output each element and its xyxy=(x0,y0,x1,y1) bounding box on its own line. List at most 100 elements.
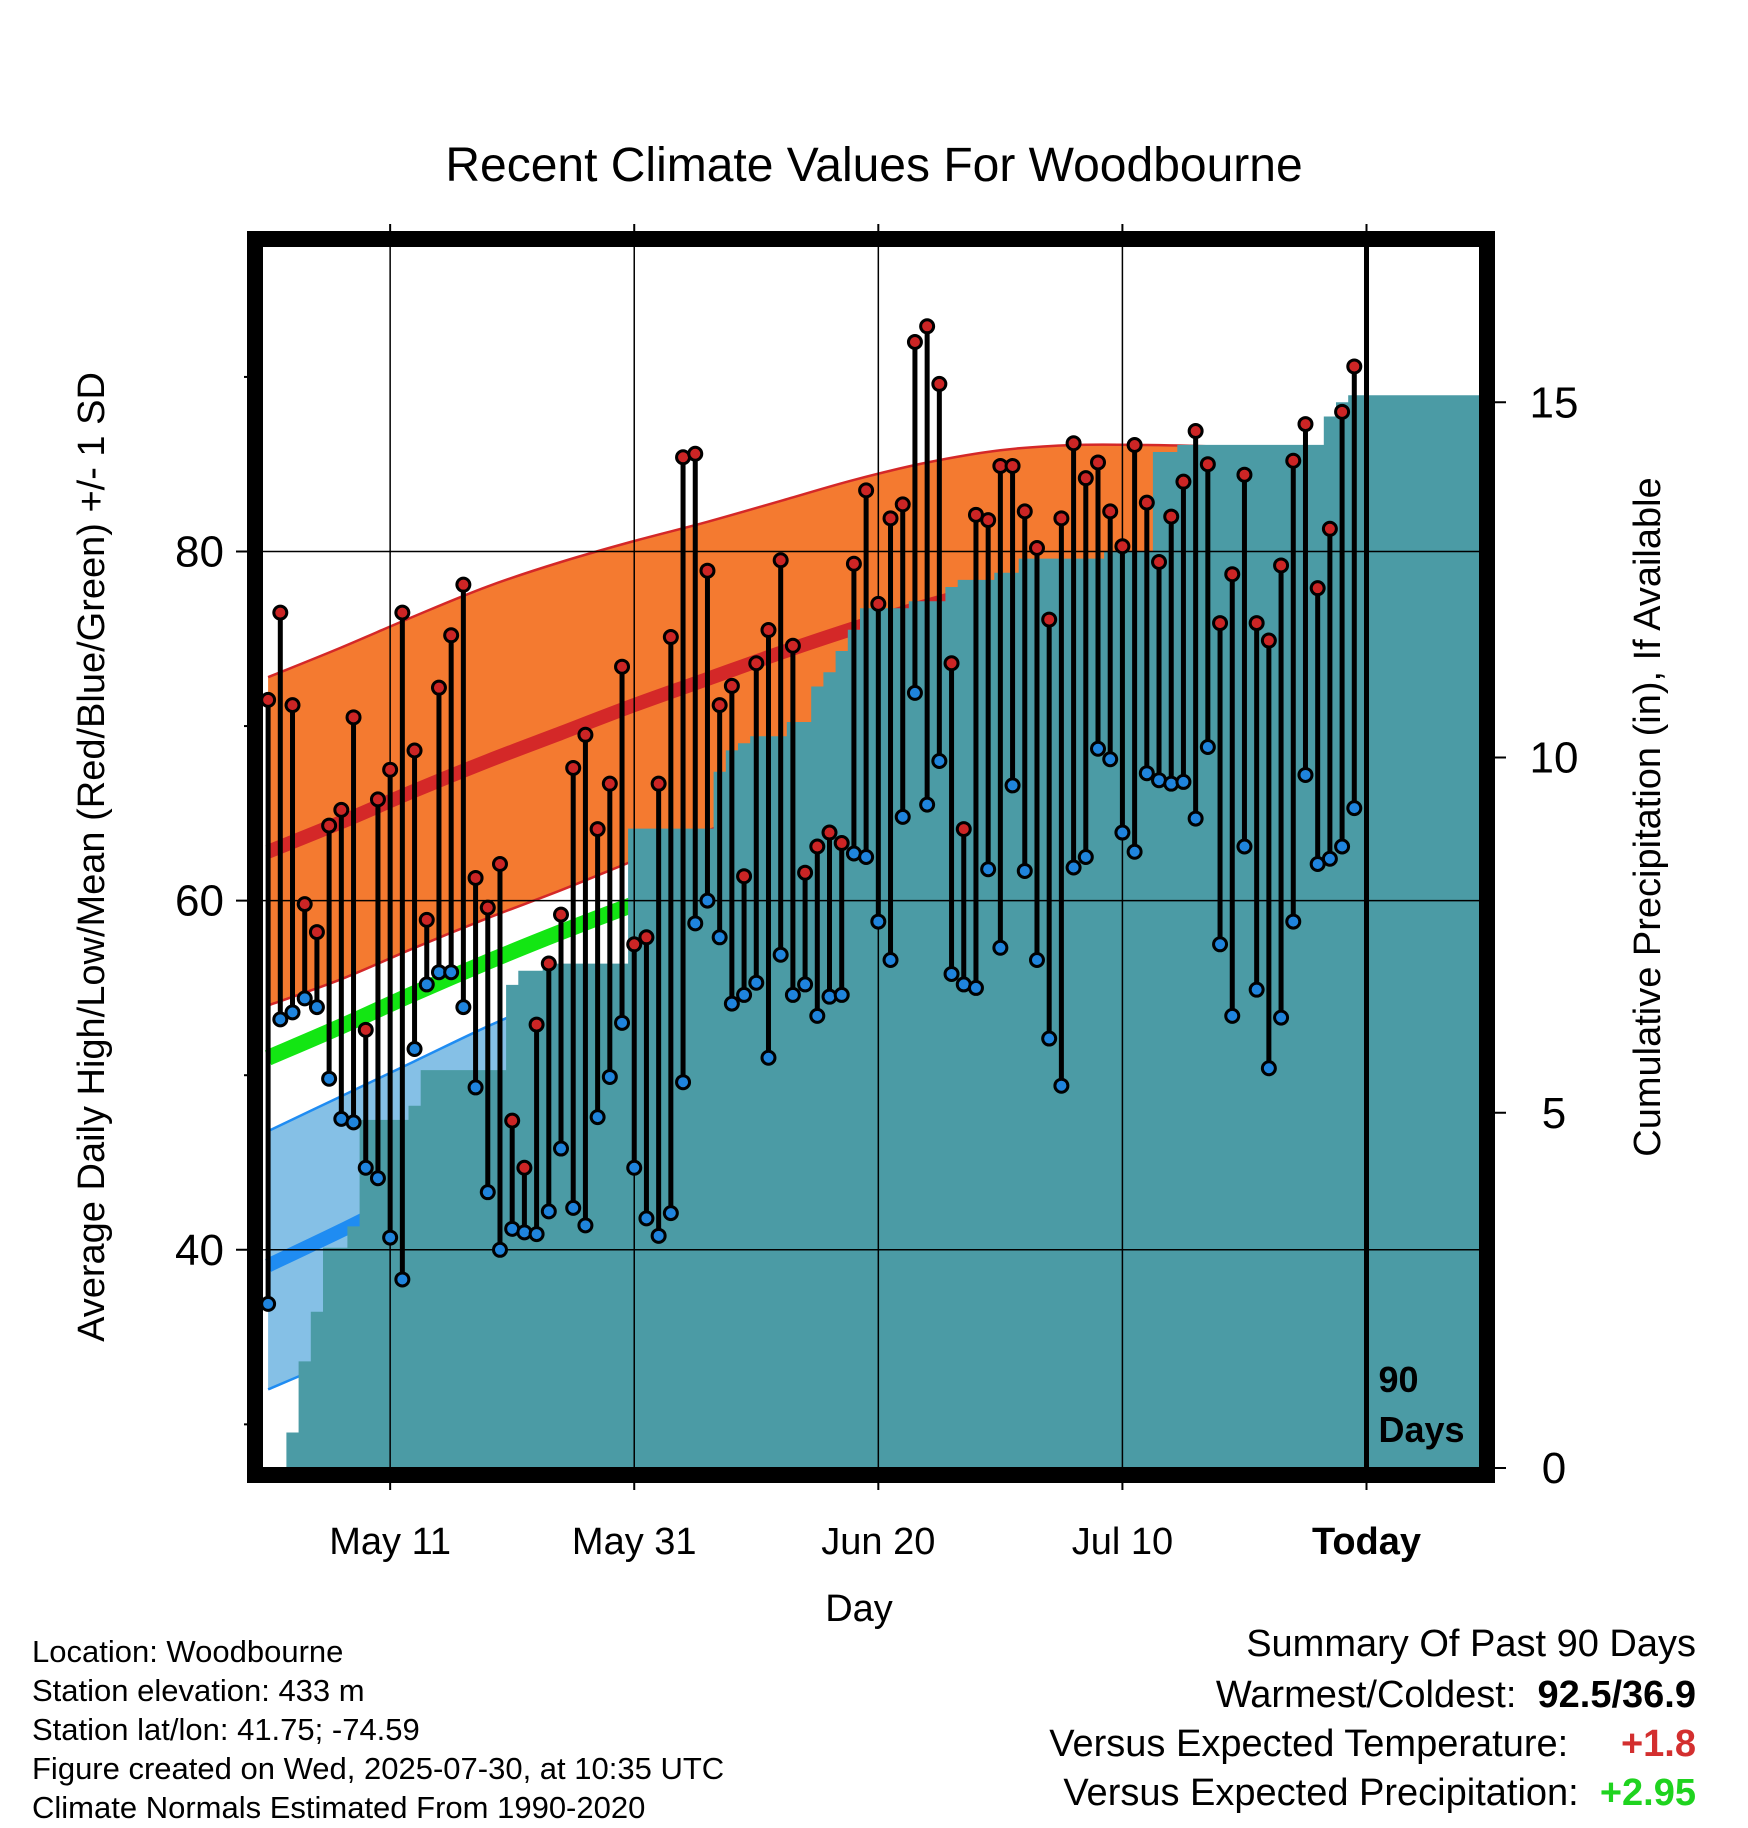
warmest-value: 92.5/36.9 xyxy=(1537,1674,1696,1716)
summary-warmest: Warmest/Coldest: 92.5/36.9 xyxy=(1216,1671,1696,1720)
daily-low-point xyxy=(601,1068,618,1085)
daily-low-point xyxy=(723,995,740,1012)
daily-high-point xyxy=(1346,358,1363,375)
daily-high-point xyxy=(1016,503,1033,520)
daily-low-point xyxy=(296,990,313,1007)
daily-low-point xyxy=(540,1203,557,1220)
daily-high-point xyxy=(1309,580,1326,597)
daily-high-point xyxy=(357,1021,374,1038)
daily-high-point xyxy=(699,562,716,579)
daily-high-point xyxy=(723,677,740,694)
daily-high-point xyxy=(687,445,704,462)
daily-high-point xyxy=(736,868,753,885)
daily-low-point xyxy=(1028,951,1045,968)
x-axis-label: Day xyxy=(825,1588,893,1630)
daily-high-point xyxy=(1065,435,1082,452)
y-right-tick-label: 5 xyxy=(1542,1089,1566,1138)
daily-low-point xyxy=(882,951,899,968)
temperature-label: Versus Expected Temperature: xyxy=(1049,1723,1569,1765)
daily-high-point xyxy=(894,496,911,513)
daily-high-point xyxy=(516,1159,533,1176)
daily-high-point xyxy=(1285,452,1302,469)
daily-low-point xyxy=(1199,739,1216,756)
daily-low-point xyxy=(1248,981,1265,998)
daily-low-point xyxy=(479,1184,496,1201)
daily-high-point xyxy=(565,759,582,776)
daily-high-point xyxy=(1138,494,1155,511)
daily-high-point xyxy=(955,821,972,838)
summary-temperature: Versus Expected Temperature: +1.8 xyxy=(1049,1720,1696,1769)
precipitation-label: Versus Expected Precipitation: xyxy=(1063,1772,1579,1814)
daily-high-point xyxy=(1151,553,1168,570)
daily-high-point xyxy=(1114,538,1131,555)
daily-low-point xyxy=(662,1205,679,1222)
daily-low-point xyxy=(760,1049,777,1066)
daily-high-point xyxy=(577,726,594,743)
daily-high-point xyxy=(491,855,508,872)
daily-high-point xyxy=(272,604,289,621)
cumulative-precip-area xyxy=(262,395,1480,1469)
y-left-tick-label: 80 xyxy=(175,528,224,577)
summary-precipitation: Versus Expected Precipitation: +2.95 xyxy=(1063,1769,1696,1818)
daily-low-point xyxy=(491,1241,508,1258)
daily-high-point xyxy=(809,838,826,855)
temperature-value: +1.8 xyxy=(1620,1723,1696,1765)
daily-high-point xyxy=(1224,566,1241,583)
daily-high-point xyxy=(1212,615,1229,632)
daily-high-point xyxy=(260,691,277,708)
station-elevation: Station elevation: 433 m xyxy=(32,1673,365,1708)
daily-high-point xyxy=(601,775,618,792)
daily-high-point xyxy=(614,658,631,675)
daily-high-point xyxy=(1028,540,1045,557)
daily-low-point xyxy=(1273,1009,1290,1026)
x-tick-label: May 31 xyxy=(572,1521,697,1563)
daily-low-point xyxy=(736,986,753,1003)
daily-high-point xyxy=(296,896,313,913)
daily-high-point xyxy=(772,552,789,569)
daily-low-point xyxy=(675,1074,692,1091)
daily-low-point xyxy=(858,849,875,865)
daily-high-point xyxy=(1004,457,1021,474)
plot-frame: 90 Days xyxy=(247,231,1495,1483)
daily-low-point xyxy=(992,939,1009,956)
annotation-days: Days xyxy=(1378,1409,1464,1450)
daily-low-point xyxy=(919,796,936,813)
daily-high-point xyxy=(833,835,850,852)
daily-low-point xyxy=(1334,838,1351,855)
daily-high-point xyxy=(650,775,667,792)
plot-border xyxy=(247,231,1495,1483)
daily-observations xyxy=(260,318,1363,1312)
daily-low-point xyxy=(1077,849,1094,865)
daily-low-point xyxy=(687,915,704,932)
daily-low-point xyxy=(272,1011,289,1028)
warmest-label: Warmest/Coldest: xyxy=(1215,1674,1517,1716)
daily-high-point xyxy=(906,334,923,351)
daily-high-point xyxy=(1041,611,1058,628)
daily-low-point xyxy=(1212,936,1229,953)
daily-low-point xyxy=(931,752,948,769)
daily-low-point xyxy=(870,913,887,930)
daily-high-point xyxy=(748,655,765,672)
daily-high-point xyxy=(321,817,338,834)
daily-high-point xyxy=(540,955,557,972)
daily-low-point xyxy=(797,976,814,993)
daily-high-point xyxy=(797,864,814,881)
y-right-tick-label: 15 xyxy=(1530,378,1579,427)
precipitation-value: +2.95 xyxy=(1599,1772,1696,1814)
chart-title: Recent Climate Values For Woodbourne xyxy=(445,139,1303,192)
daily-low-point xyxy=(1114,824,1131,841)
daily-low-point xyxy=(1102,751,1119,768)
station-latlon: Station lat/lon: 41.75; -74.59 xyxy=(32,1712,420,1747)
summary-heading: Summary Of Past 90 Days xyxy=(1246,1623,1696,1665)
daily-low-point xyxy=(260,1295,277,1312)
daily-low-point xyxy=(406,1041,423,1058)
daily-low-point xyxy=(1236,838,1253,855)
daily-low-point xyxy=(1224,1007,1241,1024)
daily-high-point xyxy=(845,555,862,572)
daily-low-point xyxy=(565,1199,582,1216)
daily-high-point xyxy=(1102,503,1119,520)
daily-high-point xyxy=(1199,456,1216,473)
daily-low-point xyxy=(980,861,997,878)
daily-low-point xyxy=(784,986,801,1003)
